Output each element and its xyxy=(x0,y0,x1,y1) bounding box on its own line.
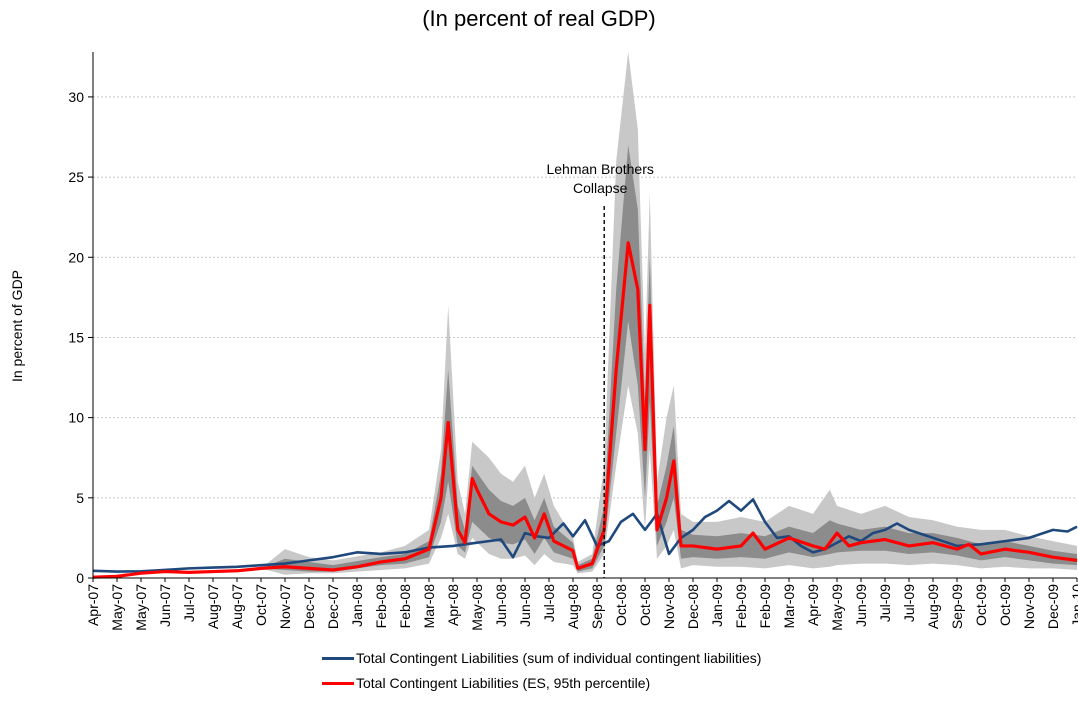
x-tick-label: Sep-09 xyxy=(949,584,965,629)
x-tick-label: Jul-07 xyxy=(181,584,197,622)
x-tick-label: Oct-09 xyxy=(997,584,1013,626)
x-tick-label: Oct-08 xyxy=(637,584,653,626)
y-axis-label: In percent of GDP xyxy=(9,270,25,382)
legend-swatch-red xyxy=(322,681,354,685)
annotation-text: Collapse xyxy=(573,180,628,196)
inner-band xyxy=(93,145,1077,578)
x-tick-label: Feb-08 xyxy=(373,584,389,629)
x-tick-label: Apr-09 xyxy=(805,584,821,626)
x-tick-label: Dec-09 xyxy=(1045,584,1061,629)
x-tick-label: May-08 xyxy=(469,584,485,631)
series-line-blue xyxy=(92,498,1078,573)
x-tick-label: Jan-10 xyxy=(1069,584,1078,627)
x-tick-label: Aug-08 xyxy=(565,584,581,629)
y-tick-label: 20 xyxy=(68,249,84,265)
x-tick-label: May-07 xyxy=(109,584,125,631)
legend-label-blue: Total Contingent Liabilities (sum of ind… xyxy=(356,650,762,666)
x-tick-label: Apr-07 xyxy=(85,584,101,626)
outer-band xyxy=(93,52,1077,578)
x-tick-label: Jun-09 xyxy=(853,584,869,627)
chart-canvas: Lehman Brothers Collapse 0 5 10 15 20 25 30 Apr-… xyxy=(9,52,1078,631)
x-tick-label: Aug-09 xyxy=(925,584,941,629)
x-tick-label: Jun-08 xyxy=(493,584,509,627)
x-tick-label: Sep-08 xyxy=(589,584,605,629)
gridlines xyxy=(93,96,1077,499)
y-tick-label: 15 xyxy=(68,329,84,345)
x-tick-label: May-09 xyxy=(829,584,845,631)
axes: 0 5 10 15 20 25 30 Apr-07 May-07 May-07 Jun-07 Jul-… xyxy=(68,52,1078,631)
x-tick-label: Jul-09 xyxy=(901,584,917,622)
x-tick-label: Oct-08 xyxy=(613,584,629,626)
chart-title: (In percent of real GDP) xyxy=(422,6,656,31)
x-tick-label: Aug-07 xyxy=(229,584,245,629)
series-line-red xyxy=(92,241,1078,579)
lehman-annotation: Lehman Brothers Collapse xyxy=(546,161,654,578)
x-tick-label: Aug-07 xyxy=(205,584,221,629)
series-lines xyxy=(92,241,1078,579)
x-tick-label: Jul-08 xyxy=(541,584,557,622)
x-tick-label: Nov-09 xyxy=(1021,584,1037,629)
x-tick-label: Oct-09 xyxy=(973,584,989,626)
x-tick-label: Oct-07 xyxy=(253,584,269,626)
y-tick-label: 30 xyxy=(68,89,84,105)
y-tick-label: 5 xyxy=(76,490,84,506)
annotation-text: Lehman Brothers xyxy=(546,161,653,177)
x-tick-label: Apr-08 xyxy=(445,584,461,626)
x-tick-label: Dec-07 xyxy=(325,584,341,629)
legend-item-red: Total Contingent Liabilities (ES, 95th p… xyxy=(322,675,650,691)
legend-label-red: Total Contingent Liabilities (ES, 95th p… xyxy=(356,675,651,691)
x-tick-label: Feb-09 xyxy=(757,584,773,629)
x-tick-label: Feb-08 xyxy=(397,584,413,629)
legend-swatch-blue xyxy=(322,656,354,660)
y-tick-label: 0 xyxy=(76,570,84,586)
x-tick-label: Jun-07 xyxy=(157,584,173,627)
y-tick-label: 25 xyxy=(68,169,84,185)
x-tick-label: Jun-08 xyxy=(517,584,533,627)
x-tick-label: Nov-07 xyxy=(277,584,293,629)
x-tick-label: Jan-08 xyxy=(349,584,365,627)
x-tick-label: Mar-09 xyxy=(781,584,797,629)
legend-item-blue: Total Contingent Liabilities (sum of ind… xyxy=(322,650,761,666)
x-tick-label: Jul-09 xyxy=(877,584,893,622)
x-tick-label: Dec-07 xyxy=(301,584,317,629)
x-tick-label: Dec-08 xyxy=(685,584,701,629)
x-tick-label: Feb-09 xyxy=(733,584,749,629)
x-tick-label: Mar-08 xyxy=(421,584,437,629)
x-tick-label: May-07 xyxy=(133,584,149,631)
y-tick-label: 10 xyxy=(68,410,84,426)
percentile-bands xyxy=(93,52,1077,578)
x-tick-label: Nov-08 xyxy=(661,584,677,629)
x-tick-label: Jan-09 xyxy=(709,584,725,627)
